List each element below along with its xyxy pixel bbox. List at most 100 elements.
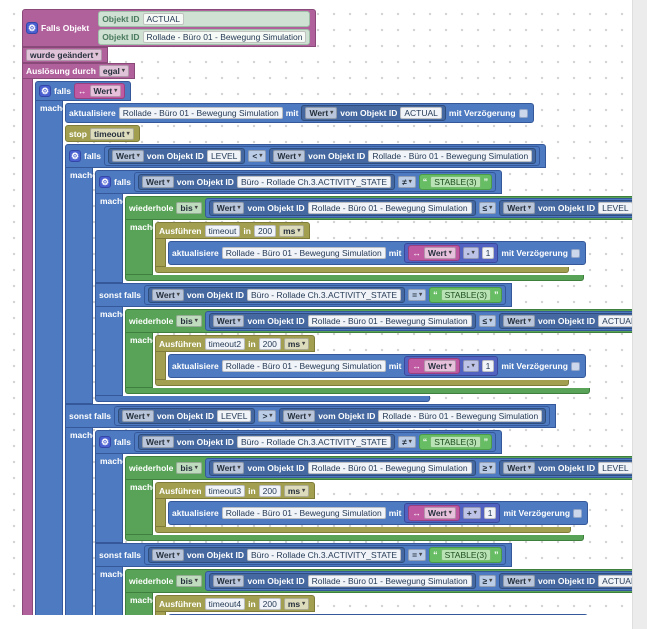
exec-delayed-block[interactable]: Ausführen timeout in 200 ms ▾ [155, 222, 586, 273]
until-dropdown[interactable]: bis ▾ [176, 202, 202, 214]
exec-delayed-block[interactable]: Ausführen timeout2 in 200 ms ▾ [155, 335, 586, 386]
object-id-block[interactable]: Objekt ID ACTUAL [98, 11, 311, 27]
object-id-field[interactable]: Rollade - Büro 01 - Bewegung Simulation [378, 410, 543, 422]
object-id-field[interactable]: LEVEL [598, 202, 633, 214]
compare-block[interactable]: Wert ▾ vom Objekt ID Büro - Rollade Ch.3.… [134, 432, 497, 452]
exec-header[interactable]: Ausführen timeout2 in 200 ms ▾ [155, 335, 316, 352]
repeat-until-block[interactable]: wiederhole bis ▾ Wert ▾ vom Objekt ID [125, 456, 647, 541]
if-header[interactable]: ⚙ falls Wert ▾ vom Objekt ID Büro - Rolla [95, 430, 503, 454]
value-type-dropdown[interactable]: Wert ▾ [212, 462, 245, 474]
gear-icon[interactable]: ⚙ [39, 85, 51, 97]
repeat-until-block[interactable]: wiederhole bis ▾ Wert ▾ vom Objekt ID [125, 309, 647, 394]
compare-block[interactable]: Wert ▾ vom Objekt ID LEVEL < ▾ Wert ▾ vom O… [104, 146, 541, 166]
repeat-header[interactable]: wiederhole bis ▾ Wert ▾ vom Objekt ID [125, 196, 647, 220]
elseif-header[interactable]: sonst falls Wert ▾ vom Objekt ID Büro - R… [95, 283, 513, 307]
value-of-object-block[interactable]: Wert ▾ vom Objekt ID LEVEL [499, 200, 637, 216]
value-type-dropdown[interactable]: Wert ▾ [142, 176, 174, 188]
unit-dropdown[interactable]: ms ▾ [283, 484, 310, 497]
object-id-field[interactable]: Rollade - Büro 01 - Bewegung Simulation [368, 150, 533, 162]
operator-dropdown[interactable]: < ▾ [248, 150, 267, 162]
object-id-field[interactable]: LEVEL [216, 410, 252, 422]
compare-block[interactable]: Wert ▾ vom Objekt ID Büro - Rollade Ch.3.… [134, 172, 497, 192]
object-id-field[interactable]: Büro - Rollade Ch.3.ACTIVITY_STATE [236, 176, 392, 188]
unit-dropdown[interactable]: ms ▾ [279, 224, 305, 237]
trigger-value-block[interactable]: ↔ Wert▾ [408, 505, 460, 521]
value-of-object-block[interactable]: Wert ▾ vom Objekt ID ACTUAL [499, 573, 644, 589]
value-of-object-block[interactable]: Wert ▾ vom Objekt ID Rollade - Büro 01 - … [208, 460, 476, 476]
value-of-object-block[interactable]: Wert ▾ vom Objekt ID Rollade - Büro 01 - … [279, 408, 547, 424]
exec-header[interactable]: Ausführen timeout4 in 200 ms ▾ [155, 595, 316, 612]
text-block[interactable]: “ STABLE(3) ” [429, 547, 503, 563]
text-field[interactable]: STABLE(3) [440, 549, 491, 561]
update-state-block[interactable]: aktualisiere Rollade - Büro 01 - Bewegun… [65, 103, 534, 123]
repeat-header[interactable]: wiederhole bis ▾ Wert ▾ vom Objekt ID [125, 569, 647, 593]
compare-block[interactable]: Wert ▾ vom Objekt ID Büro - Rollade Ch.3.… [144, 285, 507, 305]
if-activity-block[interactable]: ⚙ falls Wert ▾ vom Objekt ID Büro - Rolla [95, 430, 647, 629]
exec-delayed-block[interactable]: Ausführen timeout3 in 200 ms ▾ [155, 482, 589, 533]
trigger-value-block[interactable]: ↔ Wert▾ [408, 358, 460, 374]
if-outer-block[interactable]: ⚙ falls ↔ Wert ▾ mache aktualisiere [35, 81, 647, 629]
value-type-dropdown[interactable]: Wert ▾ [503, 575, 535, 587]
value-of-object-block[interactable]: Wert ▾ vom Objekt ID LEVEL [499, 460, 637, 476]
value-type-dropdown[interactable]: Wert ▾ [212, 575, 245, 587]
exec-header[interactable]: Ausführen timeout in 200 ms ▾ [155, 222, 311, 239]
object-id-field[interactable]: Rollade - Büro 01 - Bewegung Simulation [307, 202, 472, 214]
math-operator-dropdown[interactable]: +▾ [462, 507, 481, 519]
object-id-field[interactable]: Büro - Rollade Ch.3.ACTIVITY_STATE [246, 289, 402, 301]
delay-checkbox[interactable] [518, 108, 528, 118]
state-field[interactable]: Rollade - Büro 01 - Bewegung Simulation [221, 247, 386, 259]
trigger-by-dropdown[interactable]: egal ▾ [98, 65, 129, 77]
object-id-block[interactable]: Objekt ID Rollade - Büro 01 - Bewegung S… [98, 29, 311, 45]
operator-dropdown[interactable]: ≥ ▾ [478, 462, 497, 474]
math-block[interactable]: ↔ Wert▾ +▾ 1 [404, 503, 501, 523]
number-field[interactable]: 1 [481, 247, 495, 259]
object-id-field[interactable]: ACTUAL [400, 107, 442, 119]
value-of-object-block[interactable]: Wert ▾ vom Objekt ID Büro - Rollade Ch.3.… [148, 287, 406, 303]
gear-icon[interactable]: ⚙ [69, 150, 81, 162]
number-field[interactable]: 1 [481, 360, 495, 372]
object-id-field[interactable]: Rollade - Büro 01 - Bewegung Simulation [307, 315, 472, 327]
state-field[interactable]: Rollade - Büro 01 - Bewegung Simulation [221, 360, 386, 372]
operator-dropdown[interactable]: ≠ ▾ [398, 436, 416, 448]
value-dropdown[interactable]: Wert▾ [423, 247, 456, 259]
object-id-field[interactable]: ACTUAL [142, 13, 185, 25]
value-of-object-block[interactable]: Wert ▾ vom Objekt ID Büro - Rollade Ch.3.… [148, 547, 406, 563]
gear-icon[interactable]: ⚙ [26, 22, 38, 34]
delay-field[interactable]: 200 [258, 484, 281, 497]
operator-dropdown[interactable]: ≠ ▾ [398, 176, 416, 188]
text-field[interactable]: STABLE(3) [430, 436, 481, 448]
text-block[interactable]: “ STABLE(3) ” [418, 174, 493, 190]
text-block[interactable]: “ STABLE(3) ” [418, 434, 493, 450]
value-type-dropdown[interactable]: Wert ▾ [503, 462, 535, 474]
until-dropdown[interactable]: bis ▾ [176, 315, 202, 327]
update-state-block[interactable]: aktualisiere Rollade - Büro 01 - Bewegun… [168, 354, 586, 378]
value-of-object-block[interactable]: Wert ▾ vom Objekt ID Rollade - Büro 01 - … [208, 573, 476, 589]
value-of-object-block[interactable]: Wert ▾ vom Objekt ID ACTUAL [301, 105, 446, 121]
change-mode-dropdown[interactable]: wurde geändert ▾ [26, 49, 103, 61]
object-id-field[interactable]: LEVEL [206, 150, 242, 162]
compare-block[interactable]: Wert ▾ vom Objekt ID Rollade - Büro 01 - … [204, 311, 647, 331]
trigger-value-block[interactable]: ↔ Wert▾ [74, 83, 126, 99]
value-type-dropdown[interactable]: Wert ▾ [122, 410, 154, 422]
value-of-object-block[interactable]: Wert ▾ vom Objekt ID LEVEL [118, 408, 256, 424]
operator-dropdown[interactable]: ≤ ▾ [478, 315, 497, 327]
operator-dropdown[interactable]: ≥ ▾ [478, 575, 497, 587]
value-of-object-block[interactable]: Wert ▾ vom Objekt ID ACTUAL [499, 313, 644, 329]
timeout-name-field[interactable]: timeout [204, 224, 241, 237]
until-dropdown[interactable]: bis ▾ [176, 575, 202, 587]
value-type-dropdown[interactable]: Wert ▾ [273, 150, 306, 162]
value-of-object-block[interactable]: Wert ▾ vom Objekt ID Rollade - Büro 01 - … [208, 313, 476, 329]
text-field[interactable]: STABLE(3) [430, 176, 481, 188]
repeat-header[interactable]: wiederhole bis ▾ Wert ▾ vom Objekt ID [125, 456, 647, 480]
math-block[interactable]: ↔ Wert ▾ - ▾ 1 [404, 243, 499, 263]
if-header[interactable]: ⚙ falls Wert ▾ vom Objekt ID Büro - Rolla [95, 170, 503, 194]
delay-field[interactable]: 200 [253, 224, 277, 237]
object-id-field[interactable]: Rollade - Büro 01 - Bewegung Simulation [307, 575, 472, 587]
object-id-field[interactable]: Büro - Rollade Ch.3.ACTIVITY_STATE [236, 436, 392, 448]
stop-timeout-block[interactable]: stop timeout ▾ [65, 125, 140, 142]
value-of-object-block[interactable]: Wert ▾ vom Objekt ID Rollade - Büro 01 - … [208, 200, 476, 216]
value-type-dropdown[interactable]: Wert ▾ [212, 315, 245, 327]
unit-dropdown[interactable]: ms ▾ [283, 337, 310, 350]
operator-dropdown[interactable]: > ▾ [258, 410, 277, 422]
compare-block[interactable]: Wert ▾ vom Objekt ID Büro - Rollade Ch.3.… [144, 545, 507, 565]
